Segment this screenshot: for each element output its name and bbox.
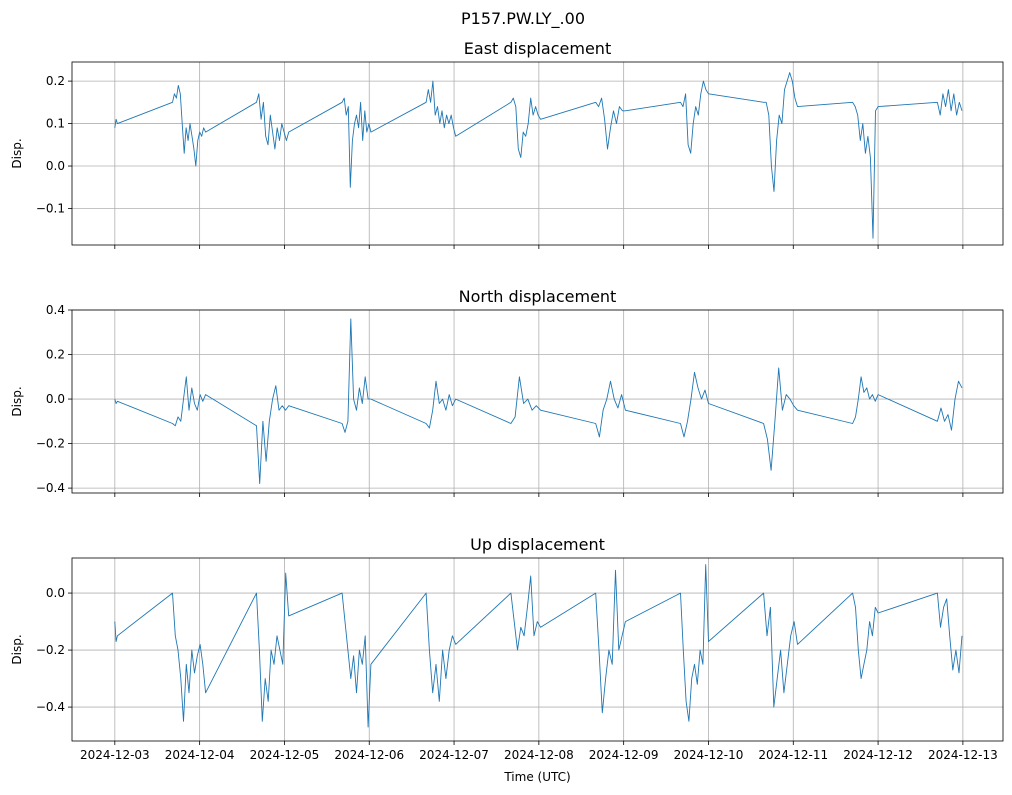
x-tick-label: 2024-12-06 — [334, 748, 404, 762]
x-tick-label: 2024-12-10 — [674, 748, 744, 762]
data-series-line — [114, 72, 963, 239]
y-tick-label: 0.4 — [46, 303, 65, 317]
subplot-north: 0.4 0.2 0.0 −0.2 −0.4 North displacement Disp. — [10, 287, 1004, 497]
y-tick-label: 0.0 — [46, 159, 65, 173]
data-series-line — [114, 564, 963, 728]
x-tick-label: 2024-12-12 — [843, 748, 913, 762]
x-tick-label: 2024-12-05 — [250, 748, 320, 762]
x-tick-label: 2024-12-04 — [165, 748, 235, 762]
y-tick-label: −0.1 — [36, 201, 65, 215]
y-tick-label: 0.0 — [46, 586, 65, 600]
subplot-up: 2024-12-03 2024-12-04 2024-12-05 2024-12-06… — [10, 535, 1004, 784]
x-tick-label: 2024-12-09 — [589, 748, 659, 762]
data-series-line — [114, 318, 963, 485]
x-tick-label: 2024-12-03 — [80, 748, 150, 762]
y-tick-label: 0.2 — [46, 348, 65, 362]
x-tick-label: 2024-12-08 — [504, 748, 574, 762]
subplot-title: East displacement — [464, 39, 611, 58]
y-axis-label: Disp. — [10, 634, 24, 664]
axes-frame — [71, 557, 1004, 742]
y-tick-label: −0.2 — [36, 437, 65, 451]
subplot-title: Up displacement — [470, 535, 605, 554]
y-tick-label: −0.4 — [36, 481, 65, 495]
y-tick-label: −0.2 — [36, 643, 65, 657]
y-tick-label: 0.2 — [46, 74, 65, 88]
x-tick-label: 2024-12-13 — [928, 748, 998, 762]
axes-frame — [71, 309, 1004, 494]
y-axis-label: Disp. — [10, 138, 24, 168]
x-tick-label: 2024-12-11 — [758, 748, 828, 762]
x-axis-label: Time (UTC) — [503, 770, 570, 784]
axes-frame — [71, 61, 1004, 246]
y-tick-label: −0.4 — [36, 700, 65, 714]
subplot-title: North displacement — [459, 287, 617, 306]
x-tick-label: 2024-12-07 — [419, 748, 489, 762]
figure-title: P157.PW.LY_.00 — [461, 9, 585, 29]
y-axis-label: Disp. — [10, 386, 24, 416]
y-tick-label: 0.1 — [46, 117, 65, 131]
subplot-east: 0.2 0.1 0.0 −0.1 East displacement Disp. — [10, 39, 1004, 249]
y-tick-label: 0.0 — [46, 392, 65, 406]
